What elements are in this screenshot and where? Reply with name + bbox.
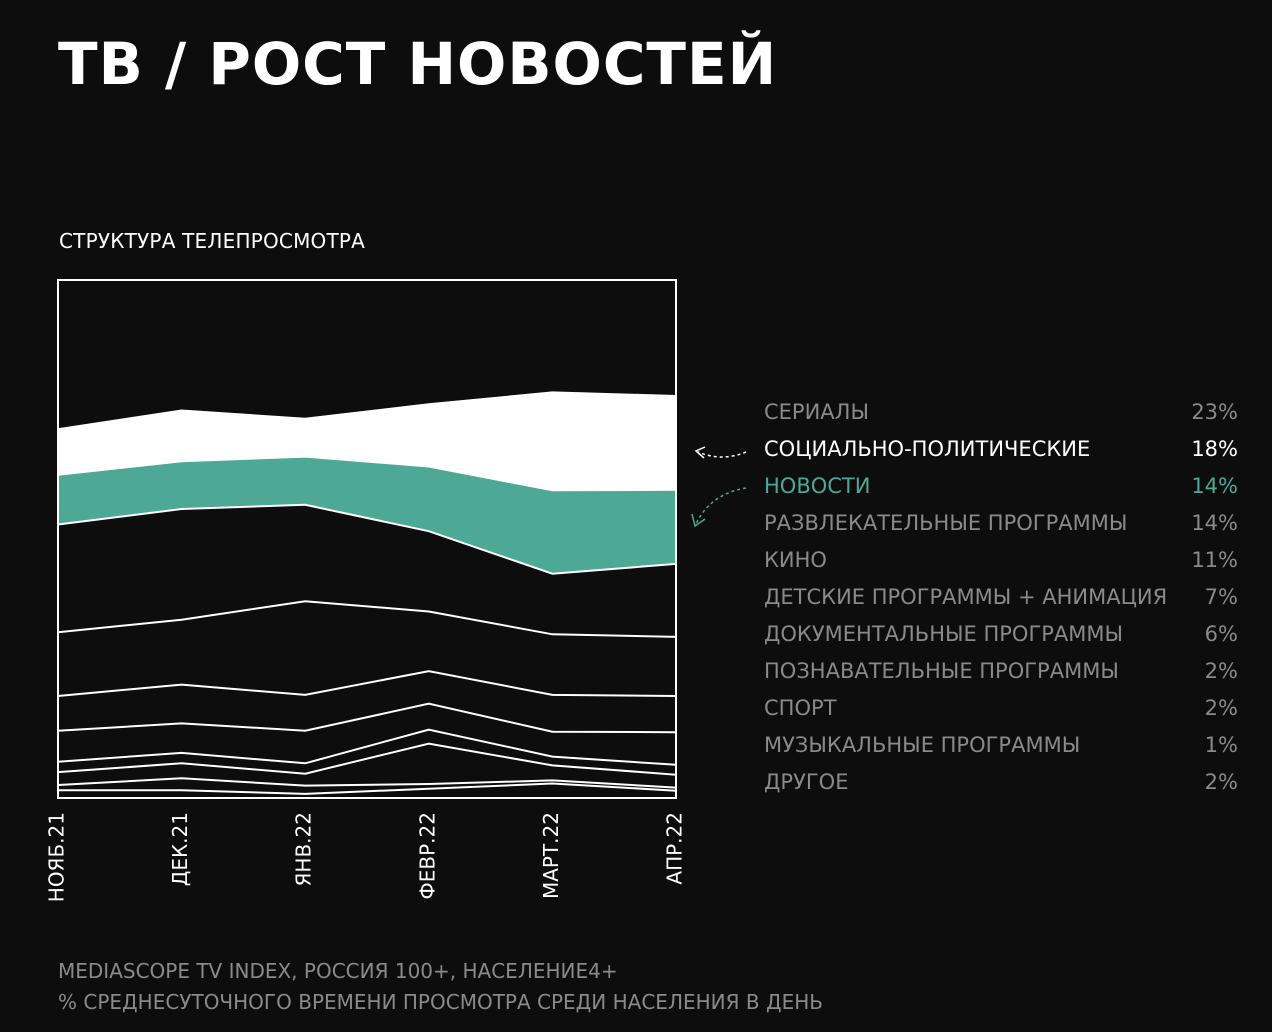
legend-item: ДРУГОЕ 2% — [764, 770, 1238, 794]
area-детские-программы-анимация — [58, 671, 676, 733]
arrow-to-white-band — [697, 451, 747, 458]
legend-item: СОЦИАЛЬНО-ПОЛИТИЧЕСКИЕ 18% — [764, 437, 1238, 461]
x-tick-label: ФЕВР.22 — [415, 812, 439, 899]
page-title: ТВ / РОСТ НОВОСТЕЙ — [58, 30, 778, 98]
area-кино — [58, 601, 676, 696]
series-line-новости — [57, 455, 677, 492]
source-note: MEDIASCOPE TV INDEX, РОССИЯ 100+, НАСЕЛЕ… — [58, 956, 823, 1018]
legend-item: МУЗЫКАЛЬНЫЕ ПРОГРАММЫ 1% — [764, 733, 1238, 757]
series-line-развлекательные-программы — [57, 503, 677, 575]
area-сериалы — [58, 280, 676, 430]
chart-frame — [57, 279, 677, 799]
arrowhead-white — [694, 446, 706, 459]
legend-arrows — [691, 446, 747, 528]
legend-item: СПОРТ 2% — [764, 696, 1238, 720]
x-tick-label: ДЕК.21 — [168, 812, 192, 886]
chart-subtitle: СТРУКТУРА ТЕЛЕПРОСМОТРА — [59, 229, 366, 253]
series-line-познавательные-программы — [57, 728, 677, 766]
legend-item: ДЕТСКИЕ ПРОГРАММЫ + АНИМАЦИЯ 7% — [764, 585, 1238, 609]
area-познавательные-программы — [58, 729, 676, 775]
legend-item: ДОКУМЕНТАЛЬНЫЕ ПРОГРАММЫ 6% — [764, 622, 1238, 646]
source-line: % СРЕДНЕСУТОЧНОГО ВРЕМЕНИ ПРОСМОТРА СРЕД… — [58, 990, 823, 1014]
area-новости — [58, 456, 676, 574]
legend-item: РАЗВЛЕКАТЕЛЬНЫЕ ПРОГРАММЫ 14% — [764, 511, 1238, 535]
series-line-детские-программы-анимация — [57, 670, 677, 697]
source-line: MEDIASCOPE TV INDEX, РОССИЯ 100+, НАСЕЛЕ… — [58, 959, 618, 983]
series-line-спорт — [57, 742, 677, 776]
series-line-другое — [58, 782, 677, 795]
chart-legend: СЕРИАЛЫ 23% СОЦИАЛЬНО-ПОЛИТИЧЕСКИЕ 18% НОВ… — [764, 394, 1238, 801]
legend-item: ПОЗНАВАТЕЛЬНЫЕ ПРОГРАММЫ 2% — [764, 659, 1238, 683]
area-развлекательные-программы — [58, 504, 676, 637]
series-line-социально-политические — [57, 391, 677, 431]
legend-item: СЕРИАЛЫ 23% — [764, 400, 1238, 424]
area-спорт — [58, 743, 676, 788]
series-line-музыкальные-программы — [57, 777, 677, 789]
series-line-документальные-программы — [57, 702, 677, 734]
area-социально-политические — [58, 392, 676, 491]
x-tick-label: АПР.22 — [663, 812, 687, 885]
x-tick-label: МАРТ.22 — [539, 812, 563, 899]
area-другое — [58, 783, 676, 798]
legend-item: КИНО 11% — [764, 548, 1238, 572]
legend-item: НОВОСТИ 14% — [764, 474, 1238, 498]
x-tick-label: ЯНВ.22 — [292, 812, 316, 886]
x-tick-label: НОЯБ.21 — [45, 812, 69, 902]
series-line-кино — [57, 600, 677, 638]
arrow-to-news-band — [695, 487, 747, 525]
arrowhead-green — [691, 513, 706, 528]
